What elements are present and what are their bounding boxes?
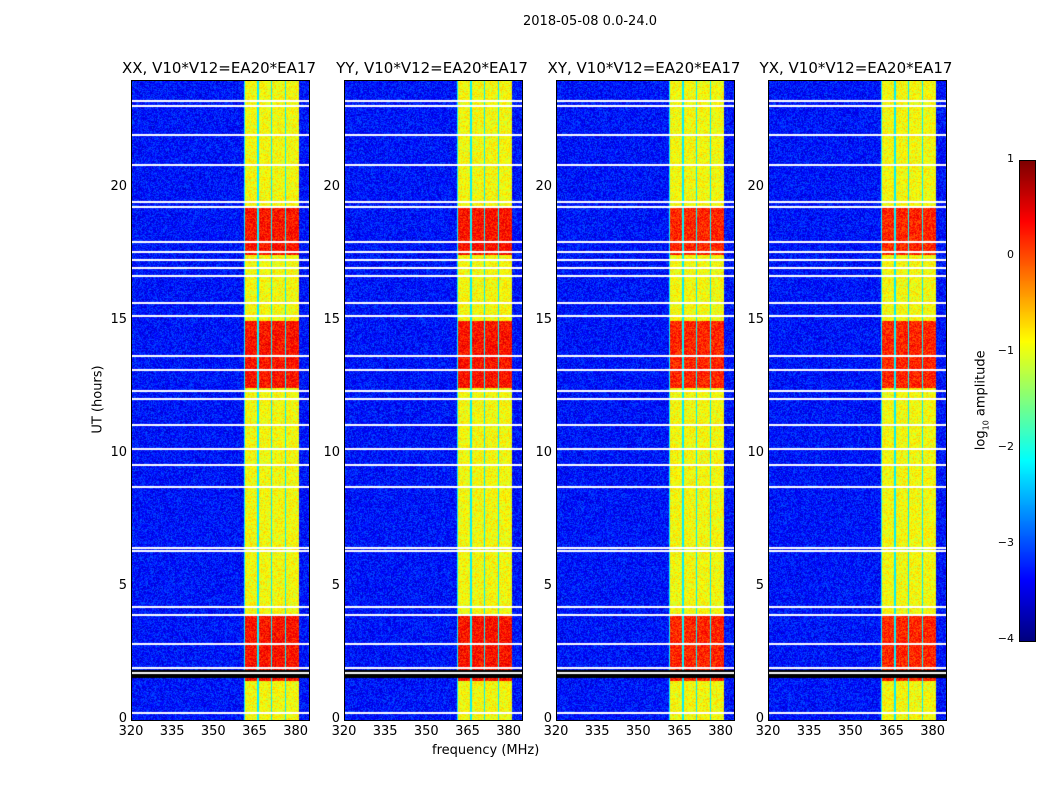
y-tick-label: 0 [118, 711, 127, 726]
panel-title: YX, V10*V12=EA20*EA17 [759, 59, 953, 77]
colorbar [1019, 160, 1036, 642]
colorbar-tick-label: 1 [1007, 152, 1014, 165]
x-tick-label: 335 [372, 724, 398, 739]
x-tick-label: 380 [283, 724, 309, 739]
x-tick-label: 320 [331, 724, 357, 739]
y-tick-label: 20 [535, 178, 552, 194]
y-tick-label: 15 [110, 311, 127, 327]
y-tick-label: 15 [535, 311, 552, 327]
colorbar-label-sub: 10 [981, 420, 991, 431]
y-tick-label: 5 [755, 577, 764, 593]
x-tick-label: 350 [200, 724, 226, 739]
y-tick-label: 10 [535, 444, 552, 460]
y-tick-label: 20 [747, 178, 764, 194]
y-tick-label: 5 [118, 577, 127, 593]
colorbar-label: log10 amplitude [974, 350, 991, 450]
panel-title: XX, V10*V12=EA20*EA17 [121, 59, 316, 77]
x-tick-label: 365 [879, 724, 904, 739]
x-tick-label: 350 [837, 724, 863, 739]
figure-title: 2018-05-08 0.0-24.0 [523, 14, 657, 29]
y-tick-label: 10 [110, 444, 127, 460]
spectrogram-panel [768, 80, 947, 721]
colorbar-tick-label: −1 [997, 344, 1014, 357]
x-tick-label: 380 [920, 724, 946, 739]
colorbar-tick-label: −3 [997, 536, 1014, 549]
y-tick-label: 20 [323, 178, 340, 194]
x-tick-label: 350 [413, 724, 439, 739]
y-tick-label: 15 [747, 311, 764, 327]
x-tick-label: 320 [118, 724, 144, 739]
x-tick-label: 350 [625, 724, 651, 739]
y-tick-label: 5 [331, 577, 340, 593]
x-tick-label: 335 [159, 724, 185, 739]
colorbar-label-main: log [973, 430, 989, 451]
y-tick-label: 15 [323, 311, 340, 327]
x-tick-label: 365 [242, 724, 267, 739]
x-tick-label: 335 [584, 724, 610, 739]
y-tick-label: 0 [755, 711, 764, 726]
colorbar-tick-label: −2 [997, 440, 1014, 453]
spectrogram-panel [556, 80, 735, 721]
x-tick-label: 380 [496, 724, 522, 739]
x-tick-label: 320 [543, 724, 569, 739]
colorbar-tick-label: −4 [997, 632, 1014, 645]
y-tick-label: 0 [543, 711, 552, 726]
x-tick-label: 320 [755, 724, 781, 739]
x-tick-label: 365 [455, 724, 480, 739]
y-tick-label: 5 [543, 577, 552, 593]
colorbar-label-rest: amplitude [973, 350, 989, 421]
y-tick-label: 0 [331, 711, 340, 726]
spectrogram-panel [344, 80, 523, 721]
x-tick-label: 365 [667, 724, 692, 739]
y-tick-label: 10 [747, 444, 764, 460]
y-axis-label: UT (hours) [90, 365, 106, 434]
y-tick-label: 20 [110, 178, 127, 194]
x-tick-label: 335 [796, 724, 822, 739]
panel-title: YY, V10*V12=EA20*EA17 [336, 59, 528, 77]
spectrogram-panel [131, 80, 310, 721]
y-tick-label: 10 [323, 444, 340, 460]
colorbar-tick-label: 0 [1007, 248, 1014, 261]
x-axis-label: frequency (MHz) [432, 743, 540, 758]
x-tick-label: 380 [708, 724, 734, 739]
panel-title: XY, V10*V12=EA20*EA17 [547, 59, 741, 77]
